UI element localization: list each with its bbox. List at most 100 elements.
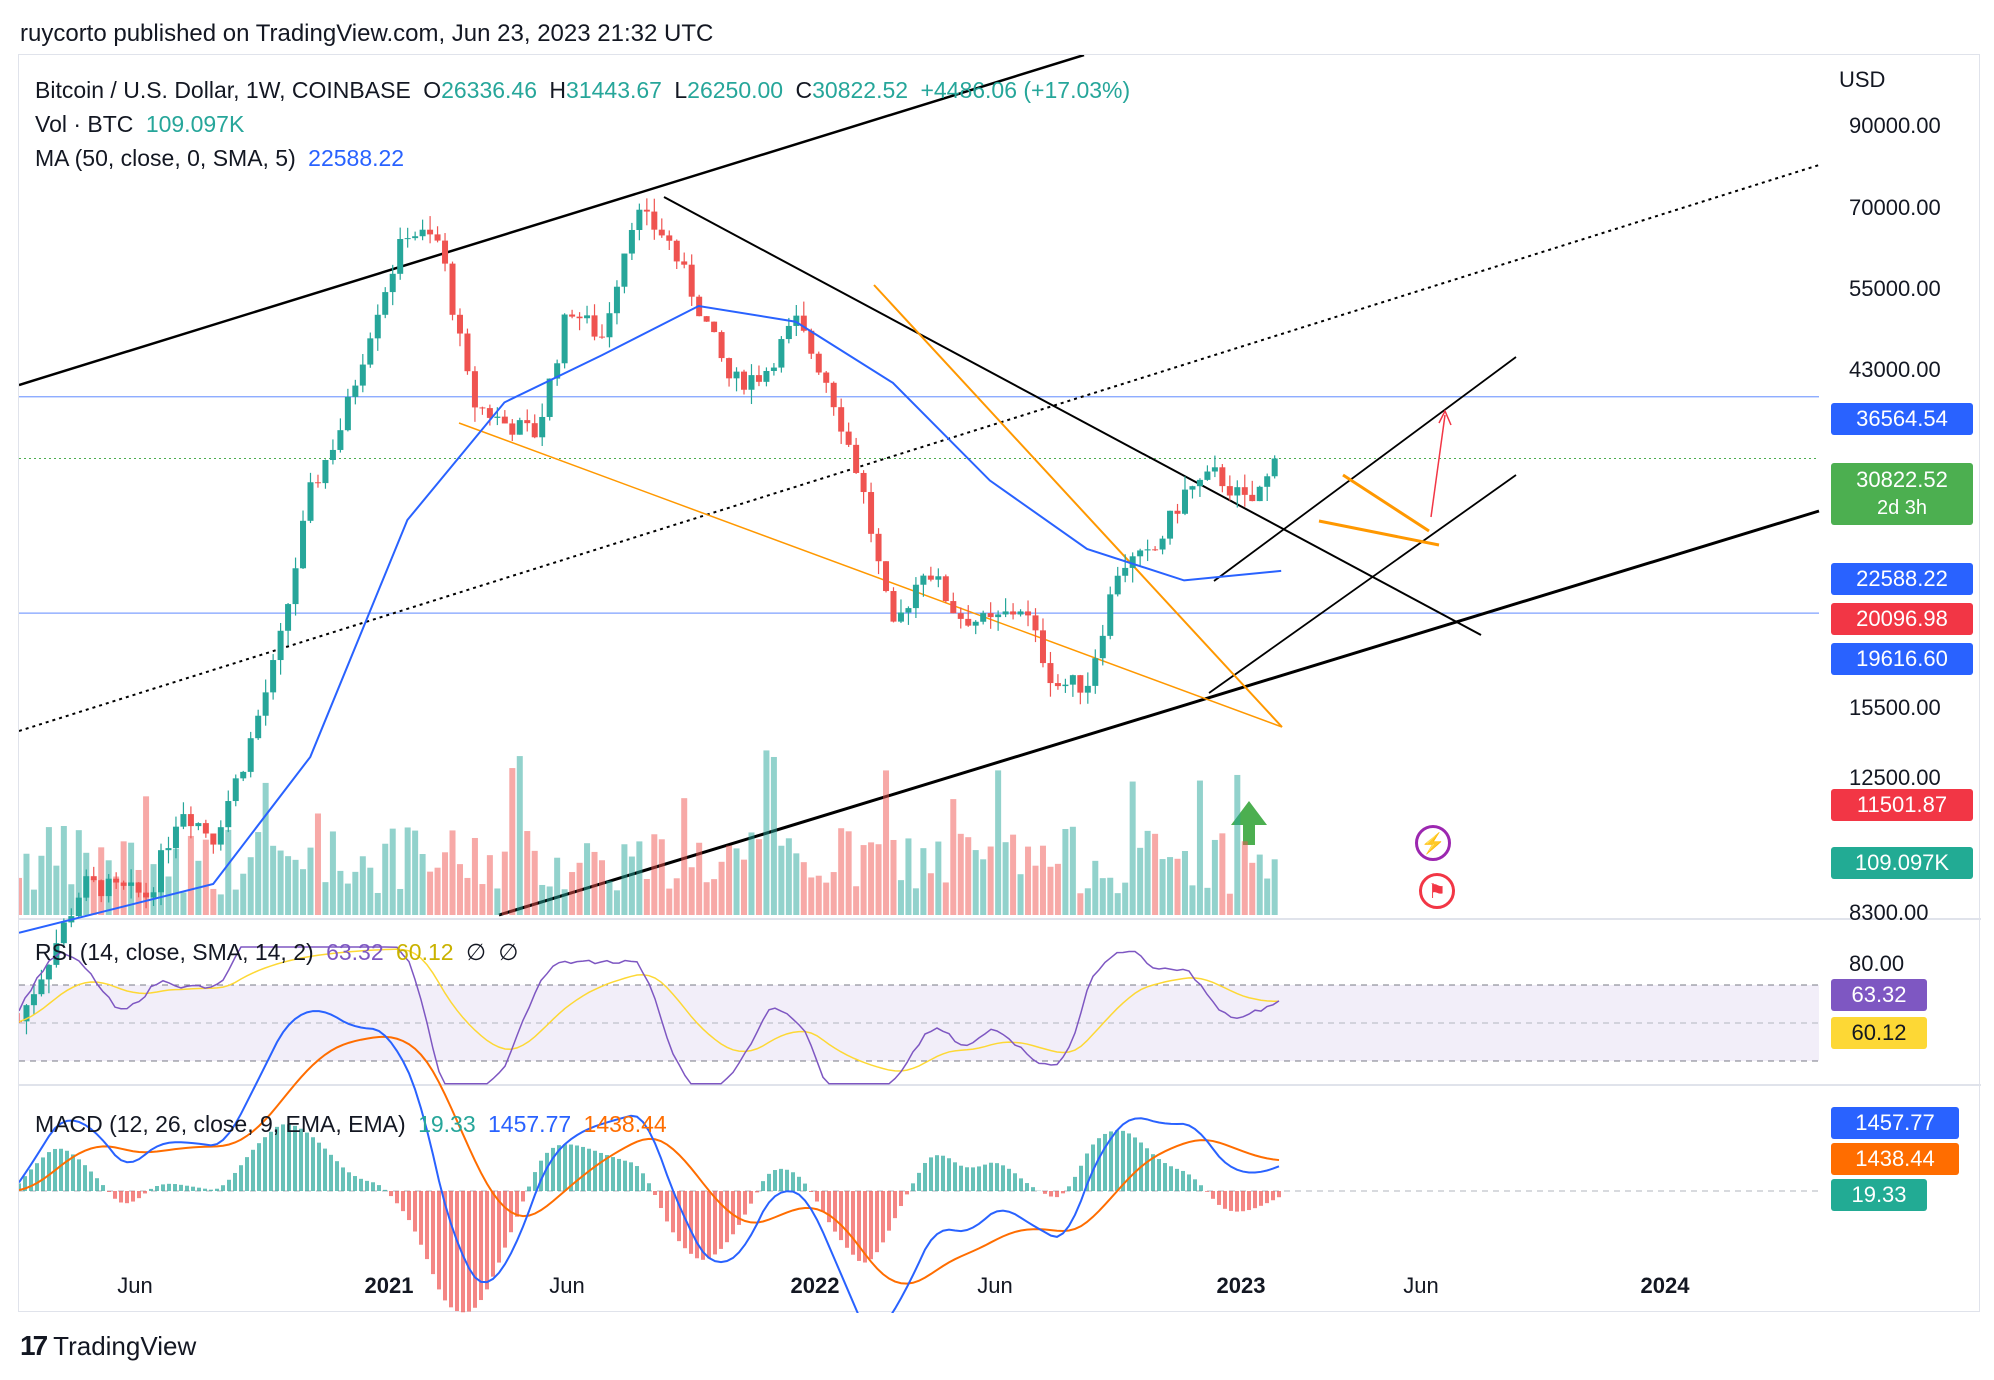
macd-histogram-bar [989, 1162, 993, 1191]
macd-histogram-bar [1259, 1191, 1263, 1206]
macd-histogram-bar [389, 1191, 393, 1197]
macd-histogram-bar [635, 1166, 639, 1191]
macd-histogram-bar [455, 1191, 459, 1312]
us-flag-icon[interactable]: ⚑ [1419, 873, 1455, 909]
macd-histogram-bar [545, 1152, 549, 1191]
downtrend-line [663, 196, 1482, 636]
volume-bar [823, 882, 830, 915]
candle-body [755, 375, 762, 382]
candle-body [628, 229, 635, 254]
rsi-sma-line [19, 948, 1280, 1072]
volume-bar [524, 831, 531, 915]
volume-bar [860, 845, 867, 915]
volume-bar [673, 878, 680, 915]
volume-bar [456, 864, 463, 915]
macd-badge: 1457.77 [1831, 1107, 1959, 1139]
volume-bar [927, 873, 934, 915]
candle-body [808, 330, 815, 354]
volume-bar [726, 845, 733, 915]
macd-histogram-bar [629, 1162, 633, 1191]
macd-histogram-bar [845, 1191, 849, 1248]
macd-histogram-bar [65, 1150, 69, 1191]
macd-histogram-bar [605, 1155, 609, 1191]
rising-channel-upper [1213, 356, 1517, 582]
macd-histogram-bar [1277, 1191, 1281, 1198]
publisher-line: ruycorto published on TradingView.com, J… [20, 20, 714, 47]
rsi-line [19, 946, 1280, 1085]
volume-bar [255, 832, 262, 915]
macd-histogram-bar [977, 1166, 981, 1191]
macd-histogram-bar [101, 1185, 105, 1191]
ma50-line [19, 304, 1282, 934]
chart-frame[interactable]: Bitcoin / U.S. Dollar, 1W, COINBASE O263… [18, 54, 1981, 1313]
candle-body [980, 613, 987, 622]
volume-bar [158, 853, 165, 915]
macd-histogram-bar [899, 1191, 903, 1207]
candle-body [524, 420, 531, 424]
macd-histogram-bar [179, 1184, 183, 1191]
candle-body [569, 314, 576, 317]
volume-bar [277, 850, 284, 915]
macd-histogram-bar [665, 1191, 669, 1222]
volume-bar [262, 782, 269, 915]
candle-body [300, 520, 307, 569]
macd-legend: MACD (12, 26, close, 9, EMA, EMA) 19.33 … [35, 1111, 673, 1138]
volume-bar [1084, 888, 1091, 915]
macd-histogram-bar [1085, 1153, 1089, 1191]
macd-histogram-bar [533, 1172, 537, 1191]
macd-histogram-bar [257, 1143, 261, 1191]
volume-bar [367, 867, 374, 915]
candle-body [1122, 567, 1129, 576]
volume-bar [300, 869, 307, 915]
macd-histogram-bar [869, 1191, 873, 1260]
price-tick: 15500.00 [1849, 695, 1941, 720]
macd-histogram-bar [197, 1187, 201, 1191]
currency-label: USD [1839, 67, 1886, 92]
macd-histogram-bar [857, 1191, 861, 1261]
volume-bar [314, 813, 321, 915]
candle-body [688, 264, 695, 297]
candle-body [1234, 487, 1241, 496]
volume-bar [516, 756, 523, 915]
volume-bar [1241, 841, 1248, 915]
macd-histogram-bar [401, 1191, 405, 1212]
candle-body [1092, 658, 1099, 686]
macd-signal-line [19, 1035, 1280, 1285]
lightning-icon[interactable]: ⚡ [1415, 825, 1451, 861]
macd-histogram-bar [371, 1182, 375, 1191]
volume-bar [1226, 893, 1233, 915]
chart-canvas[interactable] [19, 55, 1981, 1313]
macd-histogram-bar [161, 1184, 165, 1191]
volume-bar [830, 872, 837, 915]
macd-histogram-bar [23, 1176, 27, 1191]
candle-body [45, 964, 52, 980]
candle-body [927, 575, 934, 580]
macd-histogram-bar [755, 1191, 759, 1193]
macd-histogram-bar [737, 1191, 741, 1225]
candle-body [232, 778, 239, 802]
macd-histogram-bar [1067, 1186, 1071, 1191]
tradingview-logo[interactable]: 17 TradingView [20, 1330, 196, 1362]
candle-body [494, 416, 501, 418]
volume-bar [1017, 874, 1024, 915]
flag-lower-line [1318, 519, 1440, 547]
macd-histogram-bar [563, 1144, 567, 1191]
volume-legend: Vol · BTC 109.097K [35, 111, 250, 138]
candle-body [337, 430, 344, 450]
candle-body [240, 771, 247, 779]
volume-bar [352, 871, 359, 915]
macd-histogram-bar [1055, 1191, 1059, 1198]
high-value: 31443.67 [566, 77, 662, 103]
volume-bar [285, 856, 292, 915]
macd-histogram-bar [881, 1191, 885, 1243]
candle-body [942, 576, 949, 602]
macd-histogram-bar [347, 1172, 351, 1191]
macd-histogram-bar [731, 1191, 735, 1235]
low-value: 26250.00 [687, 77, 784, 103]
channel-lower-line [498, 509, 1820, 917]
candle-body [1025, 611, 1032, 616]
macd-histogram-bar [485, 1191, 489, 1290]
volume-bar [187, 835, 194, 915]
macd-histogram-bar [713, 1191, 717, 1255]
macd-histogram-bar [1247, 1191, 1251, 1211]
